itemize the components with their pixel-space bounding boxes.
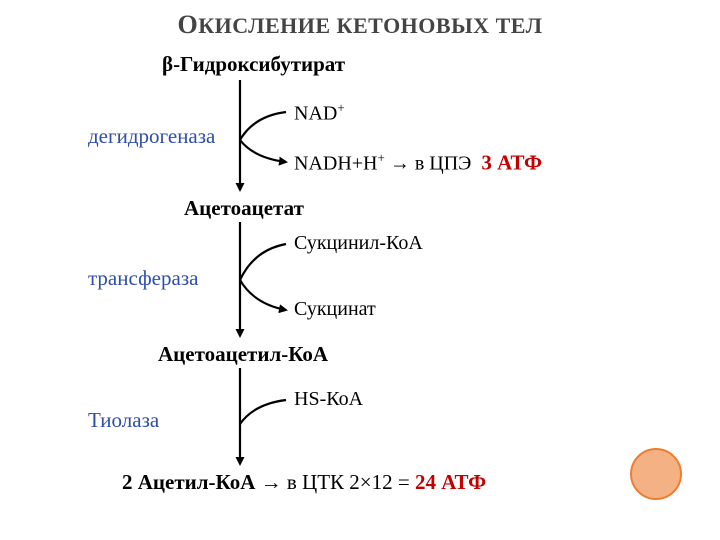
cofactor-nad: NAD+ — [294, 100, 345, 126]
atp-2: 24 АТФ — [415, 470, 486, 494]
final-line: 2 Ацетил-КоА → в ЦТК 2×12 = 24 АТФ — [122, 470, 486, 495]
decorative-circle-icon — [630, 448, 682, 500]
nadh-a: NADH+H — [294, 153, 378, 175]
pathway-diagram: β-Гидроксибутират дегидрогеназа NAD+ NAD… — [100, 46, 660, 506]
atp-1: 3 АТФ — [481, 151, 542, 175]
metabolite-1: β-Гидроксибутират — [162, 52, 345, 77]
cofactor-succinate: Сукцинат — [294, 298, 376, 321]
enzyme-1: дегидрогеназа — [88, 124, 215, 149]
nad-sup: + — [337, 100, 344, 115]
cofactor-nadh-line: NADH+H+ → в ЦПЭ 3 АТФ — [294, 150, 542, 176]
metabolite-4: 2 Ацетил-КоА — [122, 470, 255, 494]
cofactor-hscoa: HS-КоА — [294, 388, 363, 411]
page-title: ОКИСЛЕНИЕ КЕТОНОВЫХ ТЕЛ — [0, 10, 720, 40]
title-rest: КИСЛЕНИЕ КЕТОНОВЫХ ТЕЛ — [198, 13, 542, 38]
enzyme-2: трансфераза — [88, 266, 198, 291]
nad-text: NAD — [294, 103, 337, 125]
metabolite-3: Ацетоацетил-КоА — [158, 342, 328, 367]
nadh-b: → в ЦПЭ — [385, 153, 472, 175]
metabolite-2: Ацетоацетат — [184, 196, 304, 221]
cofactor-succinylcoa: Сукцинил-КоА — [294, 232, 423, 255]
title-firstcap: О — [177, 10, 198, 39]
final-tail: → в ЦТК 2×12 = — [255, 470, 415, 494]
enzyme-3: Тиолаза — [88, 408, 159, 433]
nadh-sup: + — [378, 150, 385, 165]
